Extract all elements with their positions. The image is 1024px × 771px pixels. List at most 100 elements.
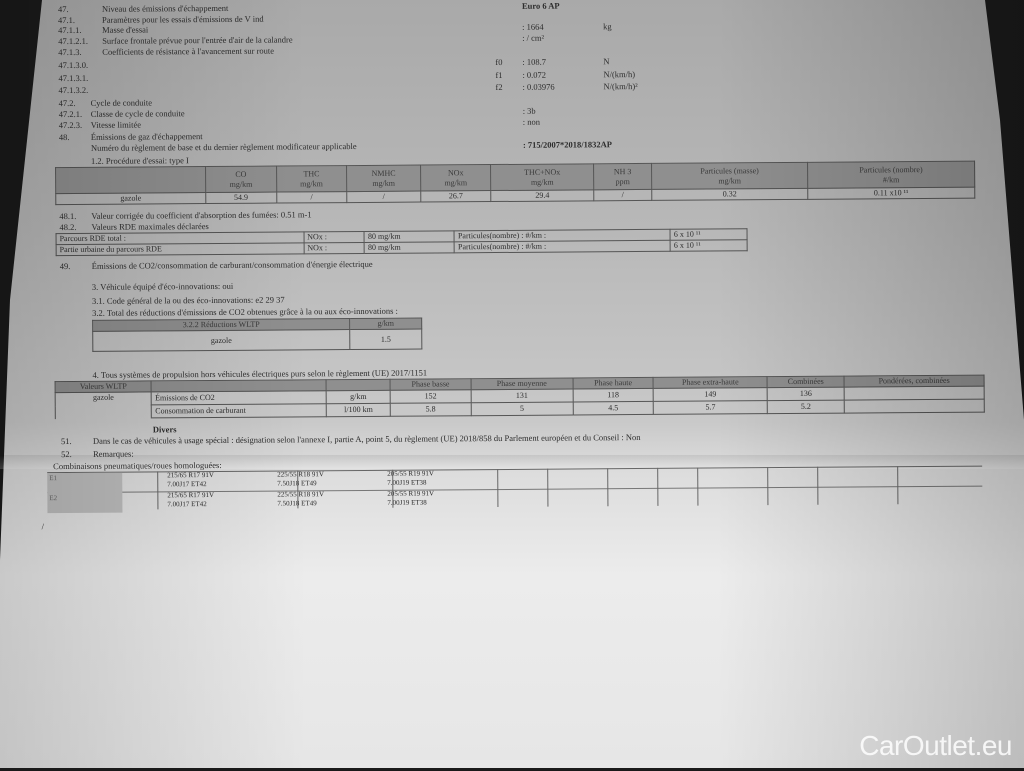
tires-title: Combinaisons pneumatiques/roues homologu…	[53, 459, 222, 472]
header-unit: mg/km	[718, 175, 742, 185]
line-label: Numéro du règlement de base et du dernie…	[90, 140, 357, 153]
wltp-header: Valeurs WLTP	[55, 380, 152, 393]
header-unit: mg/km	[444, 177, 468, 187]
line-number: 47.1.3.1.	[58, 72, 89, 84]
tires-divider	[497, 469, 499, 508]
wltp-cell: Consommation de carburant	[151, 403, 327, 418]
wltp-cell	[844, 386, 985, 401]
line-value: : 0.072	[522, 69, 547, 80]
wltp-fuel: gazole	[55, 391, 152, 419]
emissions-cell: gazole	[55, 192, 206, 205]
wltp-cell: Émissions de CO2	[151, 390, 327, 405]
emissions-header-blank	[55, 166, 206, 194]
emissions-header: THC mg/km	[276, 165, 347, 193]
wltp-cell: g/km	[326, 390, 391, 404]
tires-divider	[697, 467, 699, 506]
slash-mark: /	[41, 521, 44, 532]
header-name: CO	[235, 169, 247, 179]
line-48-1-num: 48.1.	[59, 210, 77, 222]
header-unit: ppm	[615, 176, 630, 186]
watermark-logo: CarOutlet.eu	[859, 730, 1012, 761]
eco-header: g/km	[349, 318, 422, 330]
rde-cell: 6 x 10 ¹¹	[670, 239, 748, 252]
tires-divider	[547, 468, 549, 507]
line-number: 47.1.3.	[58, 46, 82, 58]
coefficient-name: f2	[495, 81, 503, 93]
rde-cell: Partie urbaine du parcours RDE	[56, 242, 304, 256]
line-number: 47.1.3.2.	[58, 84, 89, 96]
tire-spec: 7.50J18 ET49	[277, 479, 317, 488]
line-label: Niveau des émissions d'échappement	[101, 2, 229, 14]
wltp-cell: 5.8	[390, 402, 471, 417]
wltp-cell: l/100 km	[326, 403, 391, 417]
tires-axle: E2	[49, 494, 58, 503]
wltp-header: Phase haute	[572, 377, 654, 389]
emissions-cell: /	[593, 189, 652, 201]
coefficient-name: f1	[495, 69, 503, 81]
rde-cell: 6 x 10 ¹¹	[670, 228, 748, 241]
tires-divider	[817, 466, 819, 505]
tires-divider	[657, 467, 659, 506]
tires-divider	[767, 467, 769, 506]
rde-cell: 80 mg/km	[364, 241, 455, 254]
wltp-cell: 149	[653, 387, 768, 402]
emissions-cell: /	[276, 191, 347, 204]
line-49-num: 49.	[59, 260, 71, 272]
header-unit: #/km	[882, 174, 900, 184]
header-name: NH 3	[613, 166, 632, 176]
emissions-cell: 26.7	[420, 190, 492, 203]
line-value: : non	[522, 116, 541, 127]
line-label: Masse d'essai	[102, 24, 149, 35]
tire-spec: 7.50J18 ET49	[277, 499, 317, 508]
wltp-cell: 152	[390, 389, 471, 404]
header-name: THC	[303, 168, 320, 178]
wltp-header: Phase moyenne	[470, 377, 573, 390]
tire-spec: 7.00J17 ET42	[167, 500, 207, 509]
tire-spec: 215/65 R17 91V	[167, 491, 215, 500]
tire-spec: 215/65 R17 91V	[167, 471, 214, 480]
rde-cell: Particules(nombre) : #/km :	[454, 240, 671, 253]
emissions-cell: 0.11 x10 ¹¹	[807, 187, 975, 200]
line-value: Euro 6 AP	[521, 0, 560, 11]
tire-spec: 7.00J19 ET38	[387, 498, 427, 507]
wltp-cell: 118	[572, 388, 654, 402]
header-unit: mg/km	[300, 178, 323, 188]
line-unit: N	[603, 56, 610, 67]
tire-spec: 225/55 R18 91V	[277, 470, 324, 479]
line-52-num: 52.	[61, 448, 72, 460]
wltp-header	[326, 379, 391, 391]
line-number: 47.2.1.	[58, 108, 83, 120]
line-value: : / cm²	[522, 32, 545, 43]
line-number: 48.	[58, 132, 70, 143]
line-label: Classe de cycle de conduite	[90, 108, 185, 119]
emissions-cell: 54.9	[205, 192, 277, 204]
emissions-header: NH 3 ppm	[593, 163, 652, 190]
line-48-2-label: Valeurs RDE maximales déclarées	[91, 221, 209, 232]
wltp-header: Combinées	[767, 376, 845, 388]
tires-divider	[897, 466, 899, 505]
tire-spec: 205/55 R19 91V	[387, 469, 434, 478]
emissions-cell: /	[346, 191, 421, 203]
header-name: THC+NOx	[524, 167, 561, 177]
emissions-cell: 29.4	[491, 189, 594, 202]
emissions-header: THC+NOx mg/km	[490, 163, 594, 191]
line-value: : 3b	[522, 105, 536, 116]
tire-spec: 7.00J17 ET42	[167, 480, 207, 489]
header-unit: mg/km	[372, 178, 396, 188]
line-unit: kg	[603, 21, 612, 32]
line-51-num: 51.	[60, 435, 72, 447]
line-label: Vitesse limitée	[90, 119, 142, 130]
wltp-cell: 136	[767, 387, 845, 401]
procedure-label: 1.2. Procédure d'essai: type I	[90, 155, 189, 166]
line-value: : 1664	[522, 21, 544, 32]
line-number: 47.1.3.0.	[58, 59, 89, 71]
tires-axle-box	[47, 472, 123, 514]
emissions-header: NMHC mg/km	[346, 165, 421, 192]
tires-table: E1 215/65 R17 91V 7.00J17 ET42 225/55 R18 9…	[47, 465, 983, 515]
eco-cell: 1.5	[349, 329, 422, 350]
line-label: Coefficients de résistance à l'avancemen…	[102, 45, 275, 57]
divers-heading: Divers	[152, 424, 177, 435]
wltp-cell: 5.2	[767, 400, 845, 414]
tires-divider	[607, 468, 609, 507]
eco-line-1: 3. Véhicule équipé d'éco-innovations: ou…	[91, 280, 234, 292]
